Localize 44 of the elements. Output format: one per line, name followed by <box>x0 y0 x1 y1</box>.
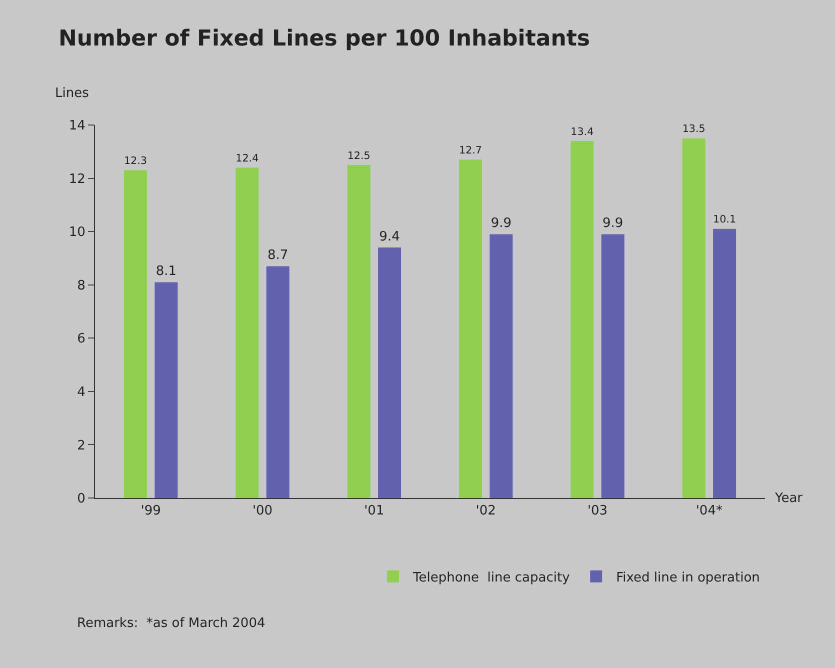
data-label: 9.9 <box>490 216 512 232</box>
y-tick-label: 6 <box>77 332 86 347</box>
bar <box>124 170 147 498</box>
data-label: 12.3 <box>124 155 147 168</box>
bar <box>347 164 370 498</box>
y-tick-label: 12 <box>68 172 86 187</box>
y-axis-title: Lines <box>55 86 90 101</box>
x-tick-label: '03 <box>587 504 608 519</box>
data-label: 12.4 <box>236 152 259 164</box>
x-tick-label: '04* <box>696 504 723 519</box>
data-label: 12.7 <box>458 144 482 156</box>
x-tick-label: '01 <box>364 504 384 519</box>
data-label: 13.5 <box>682 123 706 136</box>
text: Remarks: *as of March 2004 <box>77 616 266 631</box>
bar <box>458 160 482 498</box>
y-tick-label: 0 <box>77 492 86 507</box>
y-tick-label: 8 <box>77 278 86 294</box>
data-label: 10.1 <box>713 214 736 226</box>
bar <box>236 168 259 498</box>
bar <box>601 234 624 498</box>
x-tick-label: '02 <box>476 504 496 519</box>
bar <box>682 138 706 498</box>
bar <box>713 228 736 498</box>
data-label: 8.1 <box>156 264 177 280</box>
data-label: 9.4 <box>379 230 400 245</box>
legend-label: Telephone line capacity <box>412 570 570 586</box>
bar <box>378 248 402 498</box>
y-tick-label: 14 <box>68 118 86 134</box>
x-tick-label: '99 <box>140 504 161 519</box>
data-label: 12.5 <box>347 150 370 162</box>
x-tick-label: '00 <box>252 504 273 519</box>
bar <box>154 282 178 498</box>
x-axis-title: Year <box>774 491 804 506</box>
y-tick-label: 4 <box>77 384 86 400</box>
chart-title: Number of Fixed Lines per 100 Inhabitants <box>58 26 590 52</box>
y-tick-label: 10 <box>68 225 86 240</box>
legend-label: Fixed line in operation <box>616 570 760 586</box>
y-tick-label: 2 <box>77 438 86 454</box>
data-label: 8.7 <box>268 248 288 264</box>
bar <box>266 266 290 498</box>
bar <box>490 234 513 498</box>
data-label: 13.4 <box>570 126 594 138</box>
bar <box>570 140 594 498</box>
data-label: 9.9 <box>602 216 624 232</box>
